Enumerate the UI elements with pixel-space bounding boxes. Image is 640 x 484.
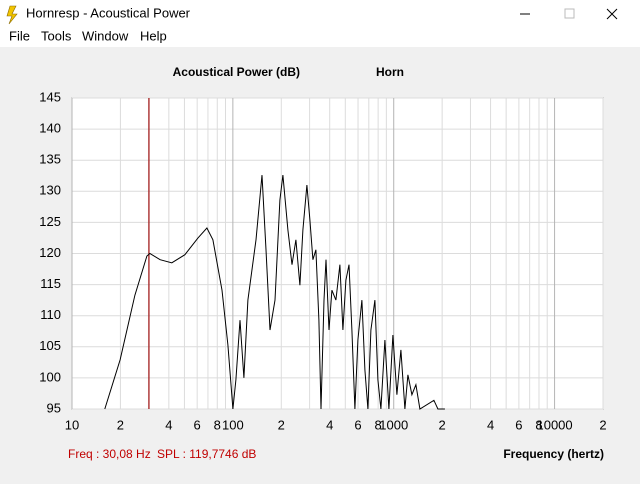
x-tick-label: 10 — [65, 417, 79, 432]
menu-item[interactable]: File — [9, 28, 30, 43]
window-title: Hornresp - Acoustical Power — [26, 5, 191, 20]
x-tick-label: 100 — [222, 417, 244, 432]
menu-bar — [0, 28, 640, 47]
x-tick-label: 6 — [354, 417, 361, 432]
title-bar — [0, 0, 640, 28]
y-tick-label: 130 — [39, 183, 61, 198]
status-frequency: Freq : 30,08 Hz — [68, 447, 151, 461]
menu-item[interactable]: Tools — [41, 28, 72, 43]
chart-title: Acoustical Power (dB) — [173, 65, 300, 79]
x-tick-label: 2 — [278, 417, 285, 432]
y-tick-label: 95 — [47, 400, 61, 415]
status-spl: SPL : 119,7746 dB — [157, 447, 256, 461]
y-tick-label: 125 — [39, 214, 61, 229]
y-tick-label: 115 — [40, 276, 61, 291]
y-tick-label: 145 — [39, 89, 61, 104]
y-tick-label: 140 — [39, 121, 61, 136]
data-line — [104, 175, 445, 410]
x-tick-label: 2 — [117, 417, 124, 432]
x-tick-label: 2 — [599, 417, 606, 432]
x-tick-label: 6 — [194, 417, 201, 432]
x-tick-label: 8 — [535, 417, 542, 432]
y-tick-label: 135 — [39, 152, 61, 167]
y-tick-label: 120 — [39, 245, 61, 260]
app-icon — [6, 5, 18, 25]
menu-item[interactable]: Window — [82, 28, 129, 43]
maximize-button[interactable] — [564, 8, 575, 19]
x-tick-label: 4 — [326, 417, 333, 432]
x-tick-label: 1000 — [379, 417, 408, 432]
x-axis-label: Frequency (hertz) — [503, 447, 604, 461]
x-tick-label: 2 — [439, 417, 446, 432]
x-tick-label: 6 — [515, 417, 522, 432]
x-tick-label: 4 — [487, 417, 494, 432]
x-tick-label: 4 — [165, 417, 172, 432]
close-button[interactable] — [606, 8, 618, 20]
y-tick-label: 105 — [39, 338, 61, 353]
x-tick-label: 8 — [375, 417, 382, 432]
y-tick-label: 100 — [39, 369, 61, 384]
menu-item[interactable]: Help — [140, 28, 167, 43]
x-tick-label: 8 — [214, 417, 221, 432]
x-tick-label: 10000 — [536, 417, 572, 432]
chart-subtitle: Horn — [376, 65, 404, 79]
y-tick-label: 110 — [40, 307, 61, 322]
